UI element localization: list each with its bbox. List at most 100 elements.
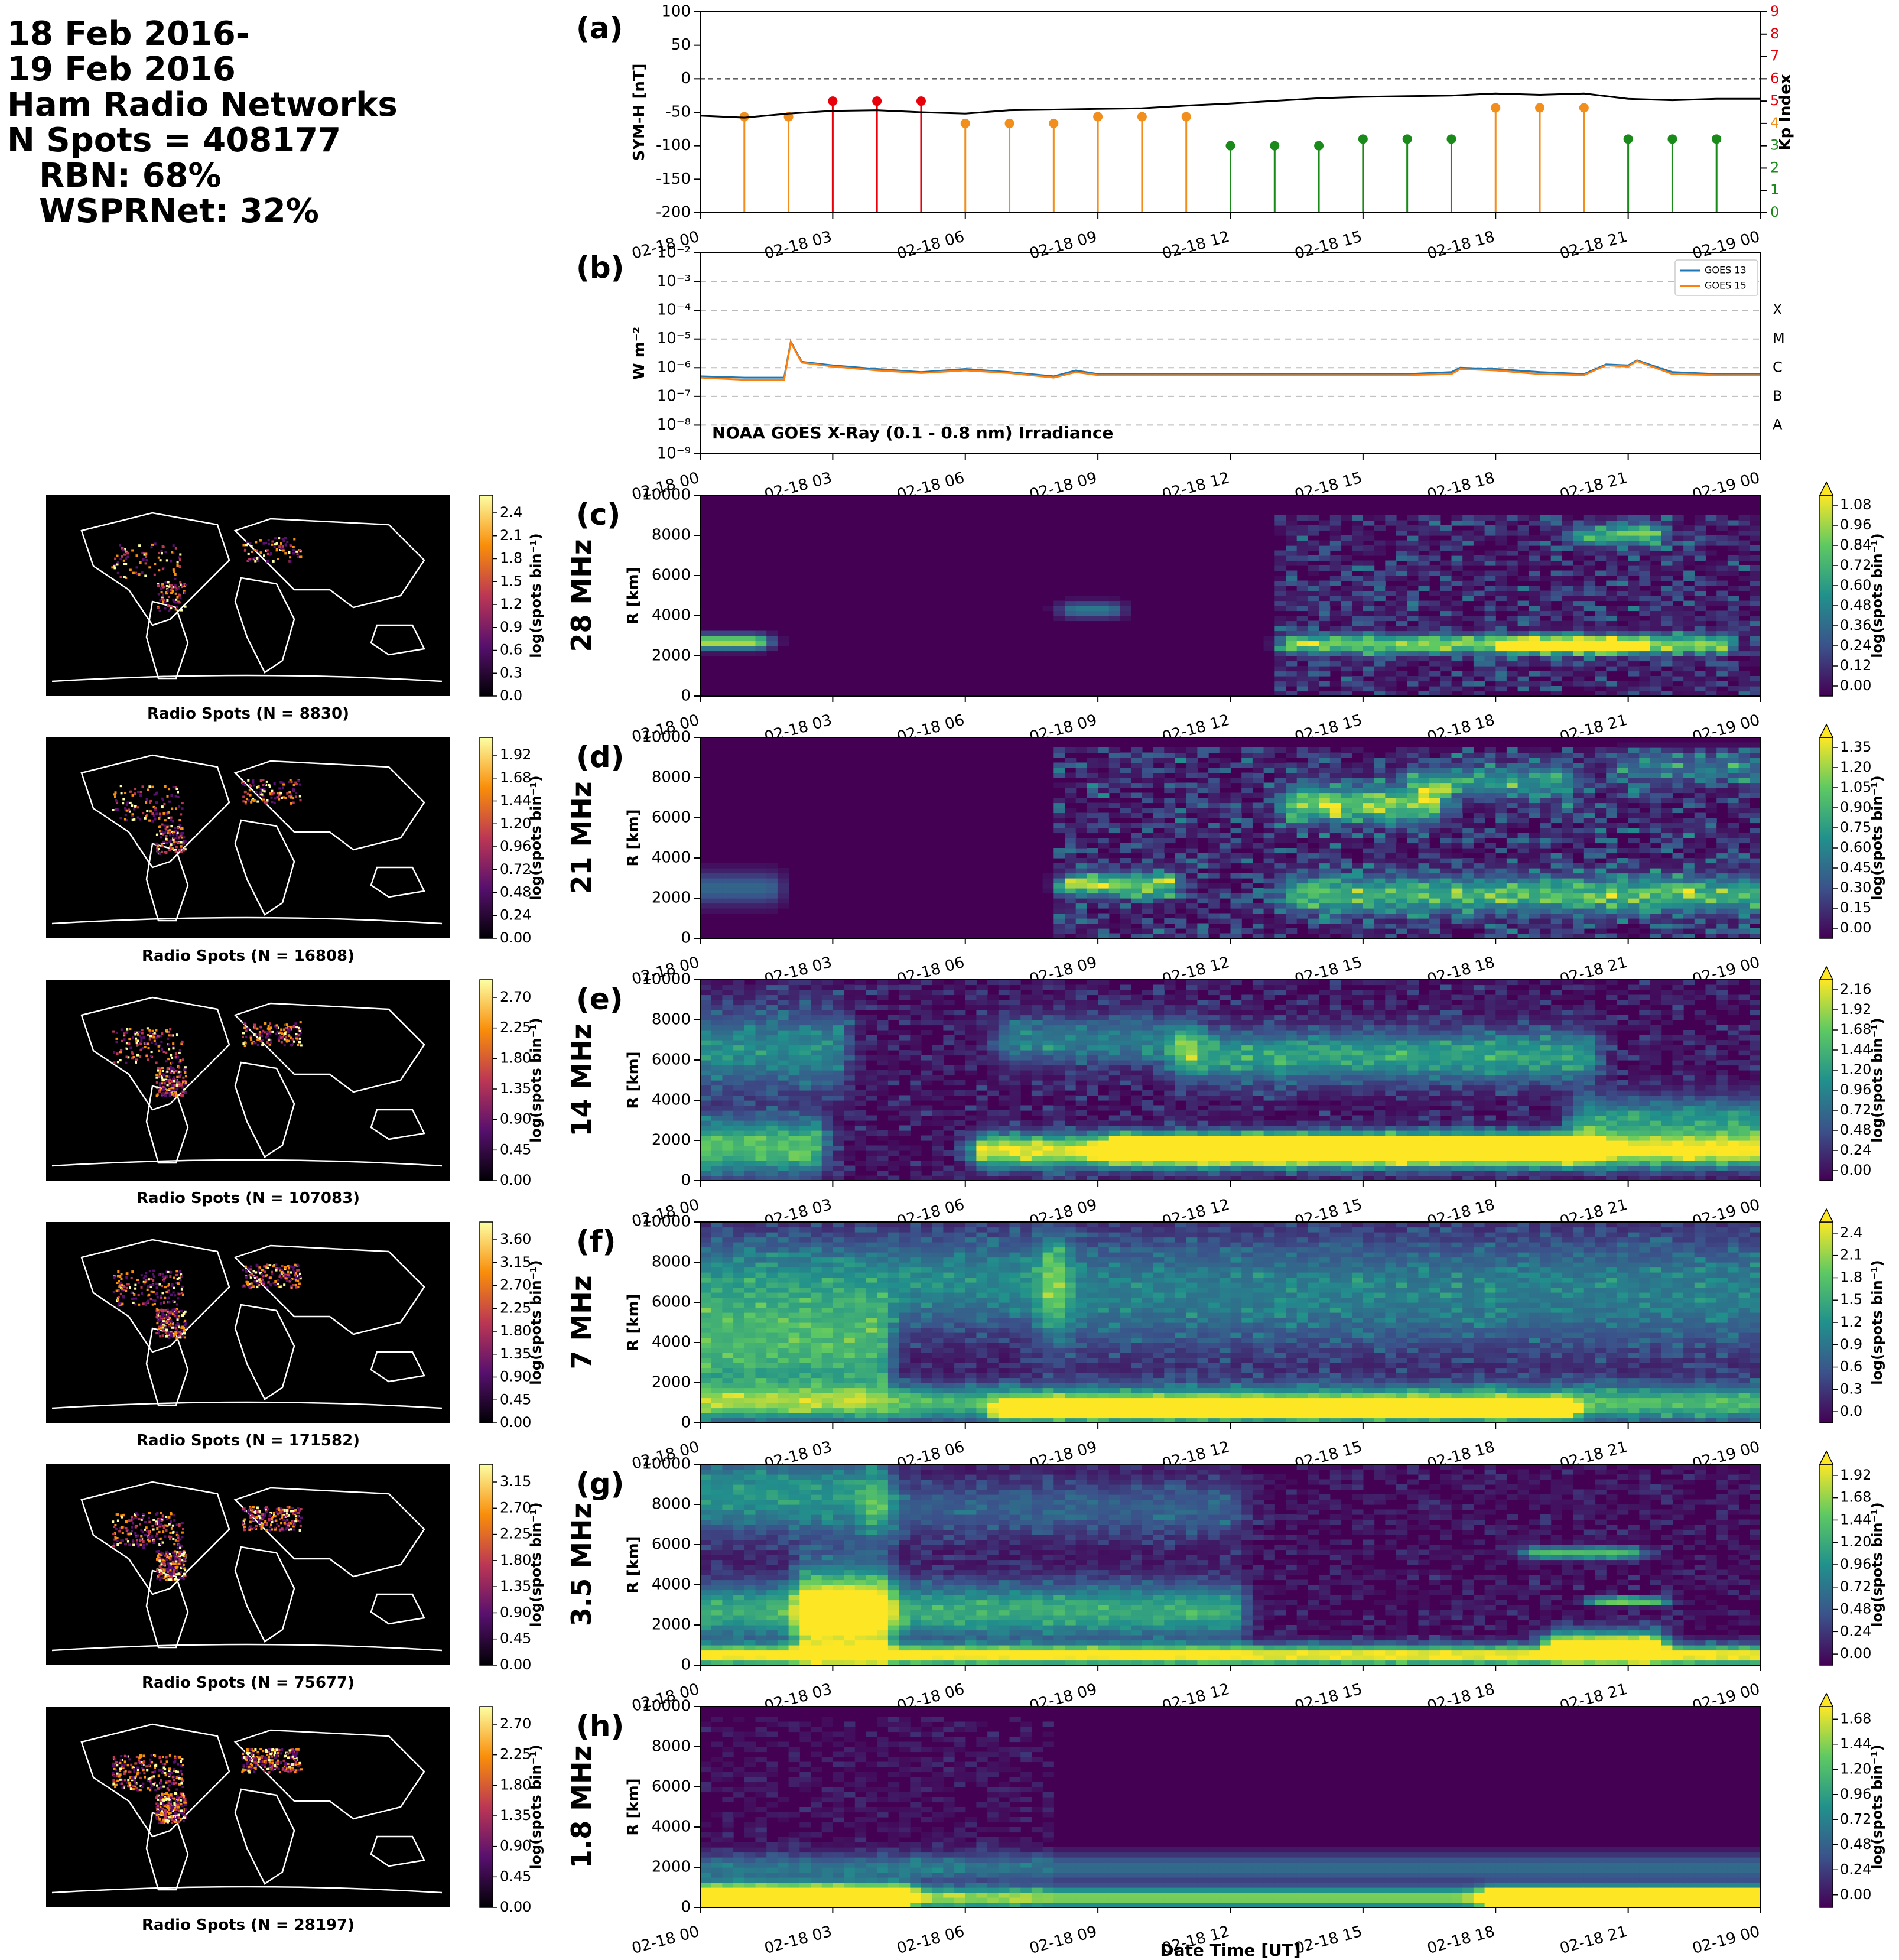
- heatmap-cell: [733, 1120, 745, 1126]
- heatmap-cell: [799, 1060, 811, 1066]
- heatmap-cell: [1042, 888, 1054, 894]
- heatmap-cell: [1208, 928, 1220, 934]
- heatmap-cell: [799, 1120, 811, 1126]
- heatmap-cell: [799, 1150, 811, 1156]
- heatmap-cell: [1407, 758, 1419, 763]
- heatmap-cell: [1075, 933, 1087, 939]
- heatmap-cell: [1286, 918, 1298, 924]
- panel-c-colorbar-tick-label: 0.72: [1840, 557, 1871, 573]
- heatmap-cell: [1352, 778, 1364, 784]
- heatmap-cell: [1661, 838, 1673, 844]
- map-spot: [300, 555, 303, 558]
- heatmap-cell: [1396, 853, 1408, 859]
- heatmap-cell: [1573, 812, 1585, 818]
- heatmap-cell: [1750, 626, 1761, 632]
- heatmap-cell: [1650, 893, 1662, 899]
- heatmap-cell: [1750, 808, 1761, 814]
- heatmap-cell: [1075, 918, 1087, 924]
- heatmap-cell: [1683, 676, 1695, 682]
- heatmap-cell: [811, 1110, 822, 1116]
- heatmap-cell: [1583, 525, 1596, 531]
- heatmap-cell: [1573, 772, 1585, 778]
- heatmap-cell: [1153, 853, 1165, 859]
- heatmap-cell: [1053, 606, 1065, 612]
- heatmap-cell: [1628, 586, 1640, 591]
- heatmap-cell: [1329, 596, 1342, 602]
- map-spot: [123, 818, 126, 821]
- heatmap-cell: [1639, 671, 1651, 677]
- heatmap-cell: [1341, 565, 1352, 571]
- heatmap-cell: [1319, 565, 1331, 571]
- panel-d-label: (d): [576, 740, 625, 774]
- heatmap-cell: [1716, 600, 1728, 606]
- heatmap-cell: [1075, 600, 1087, 606]
- heatmap-cell: [777, 1095, 789, 1101]
- heatmap-cell: [1087, 788, 1098, 794]
- heatmap-cell: [1197, 928, 1209, 934]
- heatmap-cell: [1716, 868, 1728, 874]
- heatmap-cell: [1738, 853, 1750, 859]
- map-spot: [148, 819, 151, 822]
- heatmap-cell: [811, 1090, 822, 1096]
- heatmap-cell: [1329, 913, 1342, 919]
- heatmap-cell: [1617, 646, 1629, 652]
- heatmap-cell: [1517, 555, 1529, 561]
- kp-marker: [1623, 134, 1633, 144]
- heatmap-cell: [1628, 747, 1640, 753]
- heatmap-cell: [1341, 646, 1352, 652]
- heatmap-cell: [1396, 772, 1408, 778]
- heatmap-cell: [1308, 671, 1319, 677]
- heatmap-cell: [1341, 788, 1352, 794]
- heatmap-cell: [1506, 606, 1518, 612]
- heatmap-cell: [1374, 772, 1386, 778]
- heatmap-cell: [766, 1155, 778, 1161]
- heatmap-cell: [1529, 802, 1540, 808]
- heatmap-cell: [1341, 808, 1352, 814]
- heatmap-cell: [1550, 515, 1562, 521]
- heatmap-cell: [1440, 812, 1452, 818]
- heatmap-cell: [1451, 893, 1463, 899]
- heatmap-cell: [1550, 933, 1562, 939]
- heatmap-cell: [700, 1120, 712, 1126]
- heatmap-cell: [1639, 691, 1651, 697]
- heatmap-cell: [1230, 778, 1242, 784]
- heatmap-cell: [1418, 630, 1430, 636]
- heatmap-cell: [1583, 893, 1596, 899]
- heatmap-cell: [1407, 772, 1419, 778]
- map-spot: [162, 840, 165, 843]
- heatmap-cell: [1484, 752, 1496, 758]
- heatmap-cell: [1363, 923, 1375, 929]
- heatmap-cell: [1341, 918, 1352, 924]
- heatmap-cell: [1418, 908, 1430, 914]
- heatmap-cell: [1517, 808, 1529, 814]
- heatmap-cell: [1716, 636, 1728, 642]
- heatmap-cell: [1484, 600, 1496, 606]
- heatmap-cell: [1506, 923, 1518, 929]
- heatmap-cell: [1053, 898, 1065, 904]
- heatmap-cell: [1661, 515, 1673, 521]
- heatmap-cell: [733, 651, 745, 656]
- heatmap-cell: [1164, 918, 1176, 924]
- heatmap-cell: [1583, 747, 1596, 753]
- heatmap-cell: [1562, 873, 1573, 879]
- heatmap-cell: [1639, 848, 1651, 854]
- heatmap-cell: [1363, 616, 1375, 622]
- heatmap-cell: [1573, 888, 1585, 894]
- heatmap-cell: [1683, 550, 1695, 556]
- heatmap-cell: [1374, 898, 1386, 904]
- heatmap-cell: [1075, 838, 1087, 844]
- heatmap-cell: [1738, 893, 1750, 899]
- heatmap-cell: [755, 1090, 767, 1096]
- heatmap-cell: [1705, 676, 1717, 682]
- heatmap-cell: [1473, 691, 1485, 697]
- heatmap-cell: [1562, 833, 1573, 838]
- heatmap-cell: [1352, 636, 1364, 642]
- heatmap-cell: [1440, 918, 1452, 924]
- heatmap-cell: [1440, 691, 1452, 697]
- heatmap-cell: [711, 646, 723, 652]
- heatmap-cell: [1517, 898, 1529, 904]
- heatmap-cell: [1495, 913, 1507, 919]
- heatmap-cell: [1484, 918, 1496, 924]
- heatmap-cell: [1053, 812, 1065, 818]
- heatmap-cell: [1241, 788, 1253, 794]
